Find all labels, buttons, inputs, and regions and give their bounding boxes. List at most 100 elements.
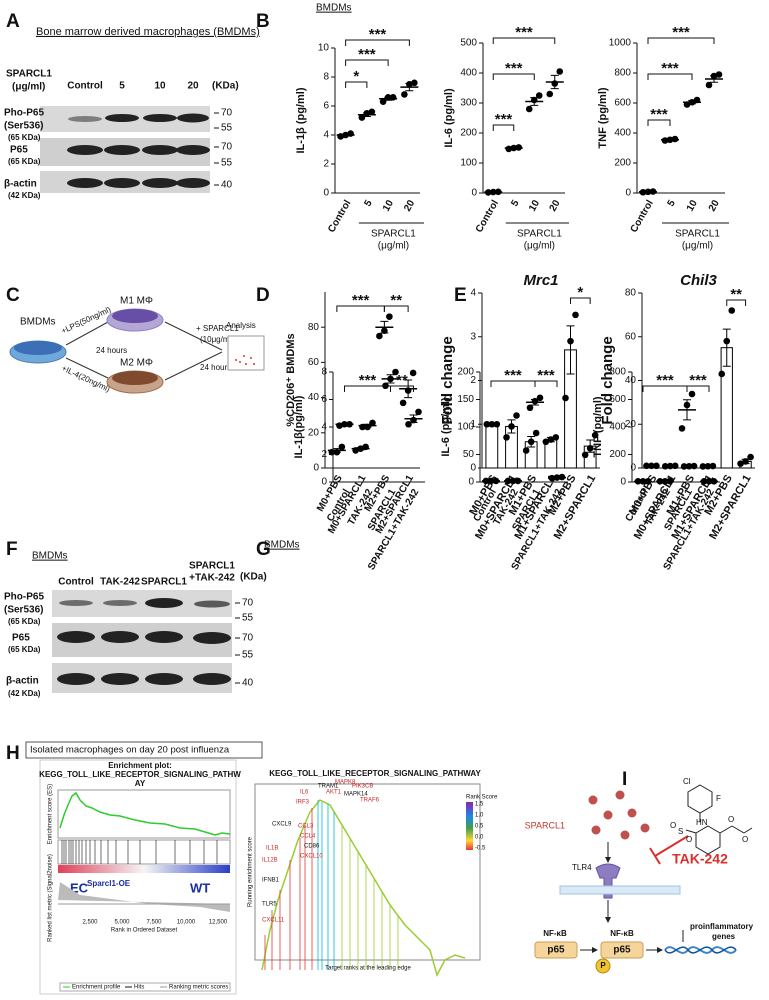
header: BMDMs [264, 540, 300, 551]
data-point [376, 332, 383, 340]
data-point [493, 420, 501, 428]
data-point [415, 408, 422, 416]
atom: Cl [683, 777, 691, 786]
row-kda: (65 KDa) [8, 133, 41, 142]
data-point [482, 477, 490, 485]
data-point [362, 443, 369, 451]
error-bar [566, 325, 575, 375]
x-tick-label: Control [474, 198, 501, 234]
y-tick-label: 1 [470, 419, 476, 430]
panel-label: B [256, 11, 270, 32]
data-point [381, 327, 388, 335]
y-tick-label: 2 [323, 159, 329, 170]
significance-label: * [577, 284, 583, 301]
data-point [709, 462, 717, 470]
data-point [567, 337, 574, 345]
significance-bracket [383, 305, 409, 312]
data-point [513, 412, 520, 419]
y-tick-label: 300 [460, 98, 477, 109]
x-tick: 2,500 [82, 920, 98, 926]
treatment: (10μg/ml) [200, 335, 234, 344]
data-point [728, 307, 736, 314]
p65-box [600, 941, 644, 959]
y-tick-label: 0 [620, 477, 626, 488]
marker-dashes [235, 602, 240, 684]
gene-label: CCL4 [300, 834, 316, 840]
row-kda: (65 KDa) [8, 617, 41, 626]
arrow [65, 321, 109, 346]
y-tick-label: 6 [323, 101, 329, 112]
significance-label: *** [656, 372, 674, 389]
data-point [591, 431, 599, 439]
data-point [653, 462, 660, 470]
significance-bracket [390, 385, 414, 392]
time: 24 hours [200, 363, 231, 372]
atom: O [728, 815, 734, 824]
significance-label: *** [689, 372, 707, 389]
panel-label: G [256, 539, 271, 560]
y-axis-label: IL-6 (pg/ml) [443, 88, 455, 148]
data-point [572, 311, 579, 319]
x-tick-label: 5 [666, 198, 679, 209]
y-tick-label: 200 [609, 449, 626, 460]
y-tick-label: 4 [323, 130, 329, 141]
bands [67, 113, 210, 188]
legend: Enrichment profile [72, 985, 121, 991]
data-point [666, 136, 674, 144]
group-label: SPARCL1 [517, 229, 562, 240]
y-tick-label: 4 [321, 422, 327, 433]
lane-label: 20 [187, 81, 199, 92]
significance-bracket [345, 81, 368, 88]
y-axis-label: Fold change [439, 336, 456, 424]
blot-title: BMDMs [32, 551, 68, 562]
chart: 0 2 4 6 8 10 IL-1β (pg/ml) Control 5 10 20 SPARCL1(… [295, 26, 424, 252]
panel-label: A [6, 11, 20, 32]
es-curve [59, 791, 231, 836]
inhibition-bar [649, 847, 661, 865]
group-label: (μg/ml) [378, 241, 409, 252]
receptor-label: TLR4 [572, 863, 592, 872]
significance-label: *** [352, 292, 370, 309]
data-point [542, 438, 550, 446]
row-label: β-actin [4, 179, 37, 190]
marker: 70 [242, 598, 254, 609]
y-tick-label: 10 [318, 43, 330, 54]
stimulus: +LPS(50ng/ml) [60, 305, 113, 336]
data-point [535, 92, 543, 99]
atom: O [742, 835, 748, 844]
data-point [484, 189, 492, 196]
p65-label: p65 [613, 945, 631, 956]
data-point [661, 462, 669, 470]
y-tick-label: 80 [308, 322, 320, 333]
data-point [392, 368, 399, 376]
atom: O [670, 821, 676, 830]
data-point [364, 423, 371, 431]
unit: (KDa) [212, 81, 239, 92]
marker: 55 [221, 123, 233, 134]
data-point [532, 429, 540, 437]
gene-label: IL1B [266, 846, 278, 852]
blot-f: BMDMs Control TAK-242 SPARCL1 SPARCL1 +T… [4, 551, 267, 698]
plot-frame [254, 783, 481, 961]
y-tick-label: 40 [308, 392, 320, 403]
y-tick-label: 80 [625, 288, 637, 299]
p65-label: p65 [547, 945, 565, 956]
receptor [595, 863, 621, 899]
y-tick-label: 800 [609, 367, 626, 378]
gsea-title: Isolated macrophages on day 20 post infl… [30, 745, 230, 756]
significance-label: *** [650, 106, 668, 123]
x-tick: 12,500 [209, 920, 228, 926]
data-point [586, 445, 594, 452]
genes-label: proinflammatory [690, 922, 754, 931]
significance-bracket [647, 119, 671, 126]
arrow [164, 351, 223, 381]
significance-label: *** [359, 372, 377, 389]
inhibition [654, 835, 689, 857]
data-point [690, 462, 698, 470]
data-point [504, 477, 512, 485]
y-tick-label: 100 [457, 422, 474, 433]
lane-label: Control [58, 577, 94, 588]
gene-label: CXCL9 [272, 822, 292, 828]
